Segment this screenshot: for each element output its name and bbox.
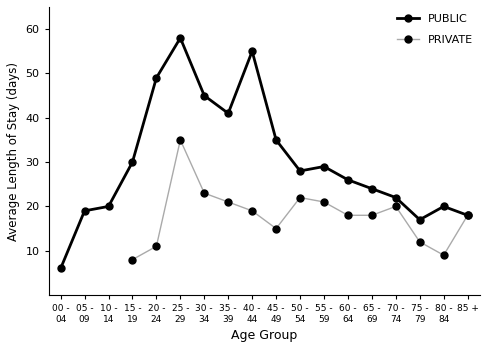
PRIVATE (201, 191, 207, 195)
PRIVATE (130, 258, 135, 262)
PRIVATE (321, 200, 327, 204)
PUBLIC (249, 49, 255, 53)
PRIVATE (369, 213, 375, 217)
Line: PRIVATE: PRIVATE (129, 136, 471, 263)
PRIVATE (393, 204, 399, 208)
X-axis label: Age Group: Age Group (231, 329, 297, 342)
PUBLIC (106, 204, 112, 208)
PRIVATE (225, 200, 231, 204)
PUBLIC (297, 169, 303, 173)
PRIVATE (417, 240, 423, 244)
PRIVATE (249, 209, 255, 213)
PRIVATE (177, 138, 183, 142)
PRIVATE (465, 213, 470, 217)
PUBLIC (225, 111, 231, 116)
PUBLIC (153, 76, 159, 80)
PRIVATE (297, 195, 303, 200)
PUBLIC (321, 164, 327, 169)
PUBLIC (369, 187, 375, 191)
PRIVATE (153, 244, 159, 248)
Line: PUBLIC: PUBLIC (57, 35, 471, 272)
PRIVATE (441, 253, 447, 257)
PUBLIC (273, 138, 279, 142)
PUBLIC (417, 218, 423, 222)
PRIVATE (345, 213, 351, 217)
PUBLIC (441, 204, 447, 208)
PUBLIC (393, 195, 399, 200)
PUBLIC (130, 160, 135, 164)
PUBLIC (465, 213, 470, 217)
PUBLIC (177, 36, 183, 40)
PRIVATE (273, 227, 279, 231)
PUBLIC (57, 266, 63, 270)
Legend: PUBLIC, PRIVATE: PUBLIC, PRIVATE (393, 10, 476, 48)
PUBLIC (201, 94, 207, 98)
PUBLIC (82, 209, 88, 213)
Y-axis label: Average Length of Stay (days): Average Length of Stay (days) (7, 61, 20, 240)
PUBLIC (345, 178, 351, 182)
